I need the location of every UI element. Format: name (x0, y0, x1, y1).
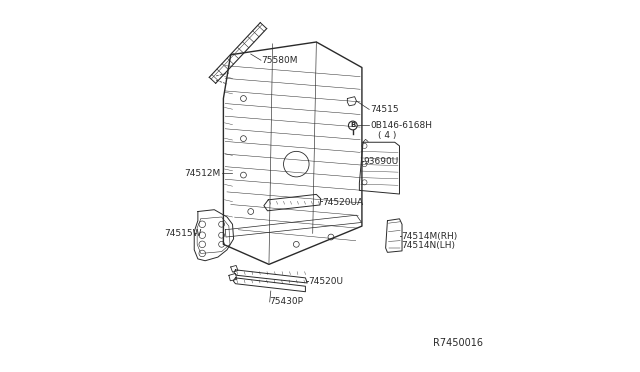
Text: B: B (350, 122, 355, 128)
Text: 75430P: 75430P (269, 298, 304, 307)
Text: 74515W: 74515W (164, 229, 202, 238)
Text: 74520U: 74520U (308, 277, 343, 286)
Text: 74515: 74515 (371, 105, 399, 114)
Text: 0B146-6168H: 0B146-6168H (371, 121, 432, 130)
Text: R7450016: R7450016 (433, 339, 483, 349)
Text: 74520UA: 74520UA (322, 198, 363, 207)
Text: 75580M: 75580M (262, 56, 298, 65)
Text: 93690U: 93690U (363, 157, 398, 166)
Text: ( 4 ): ( 4 ) (378, 131, 397, 140)
Text: 74512M: 74512M (184, 169, 221, 178)
Text: 74514M(RH): 74514M(RH) (401, 232, 457, 241)
Text: 74514N(LH): 74514N(LH) (401, 241, 455, 250)
